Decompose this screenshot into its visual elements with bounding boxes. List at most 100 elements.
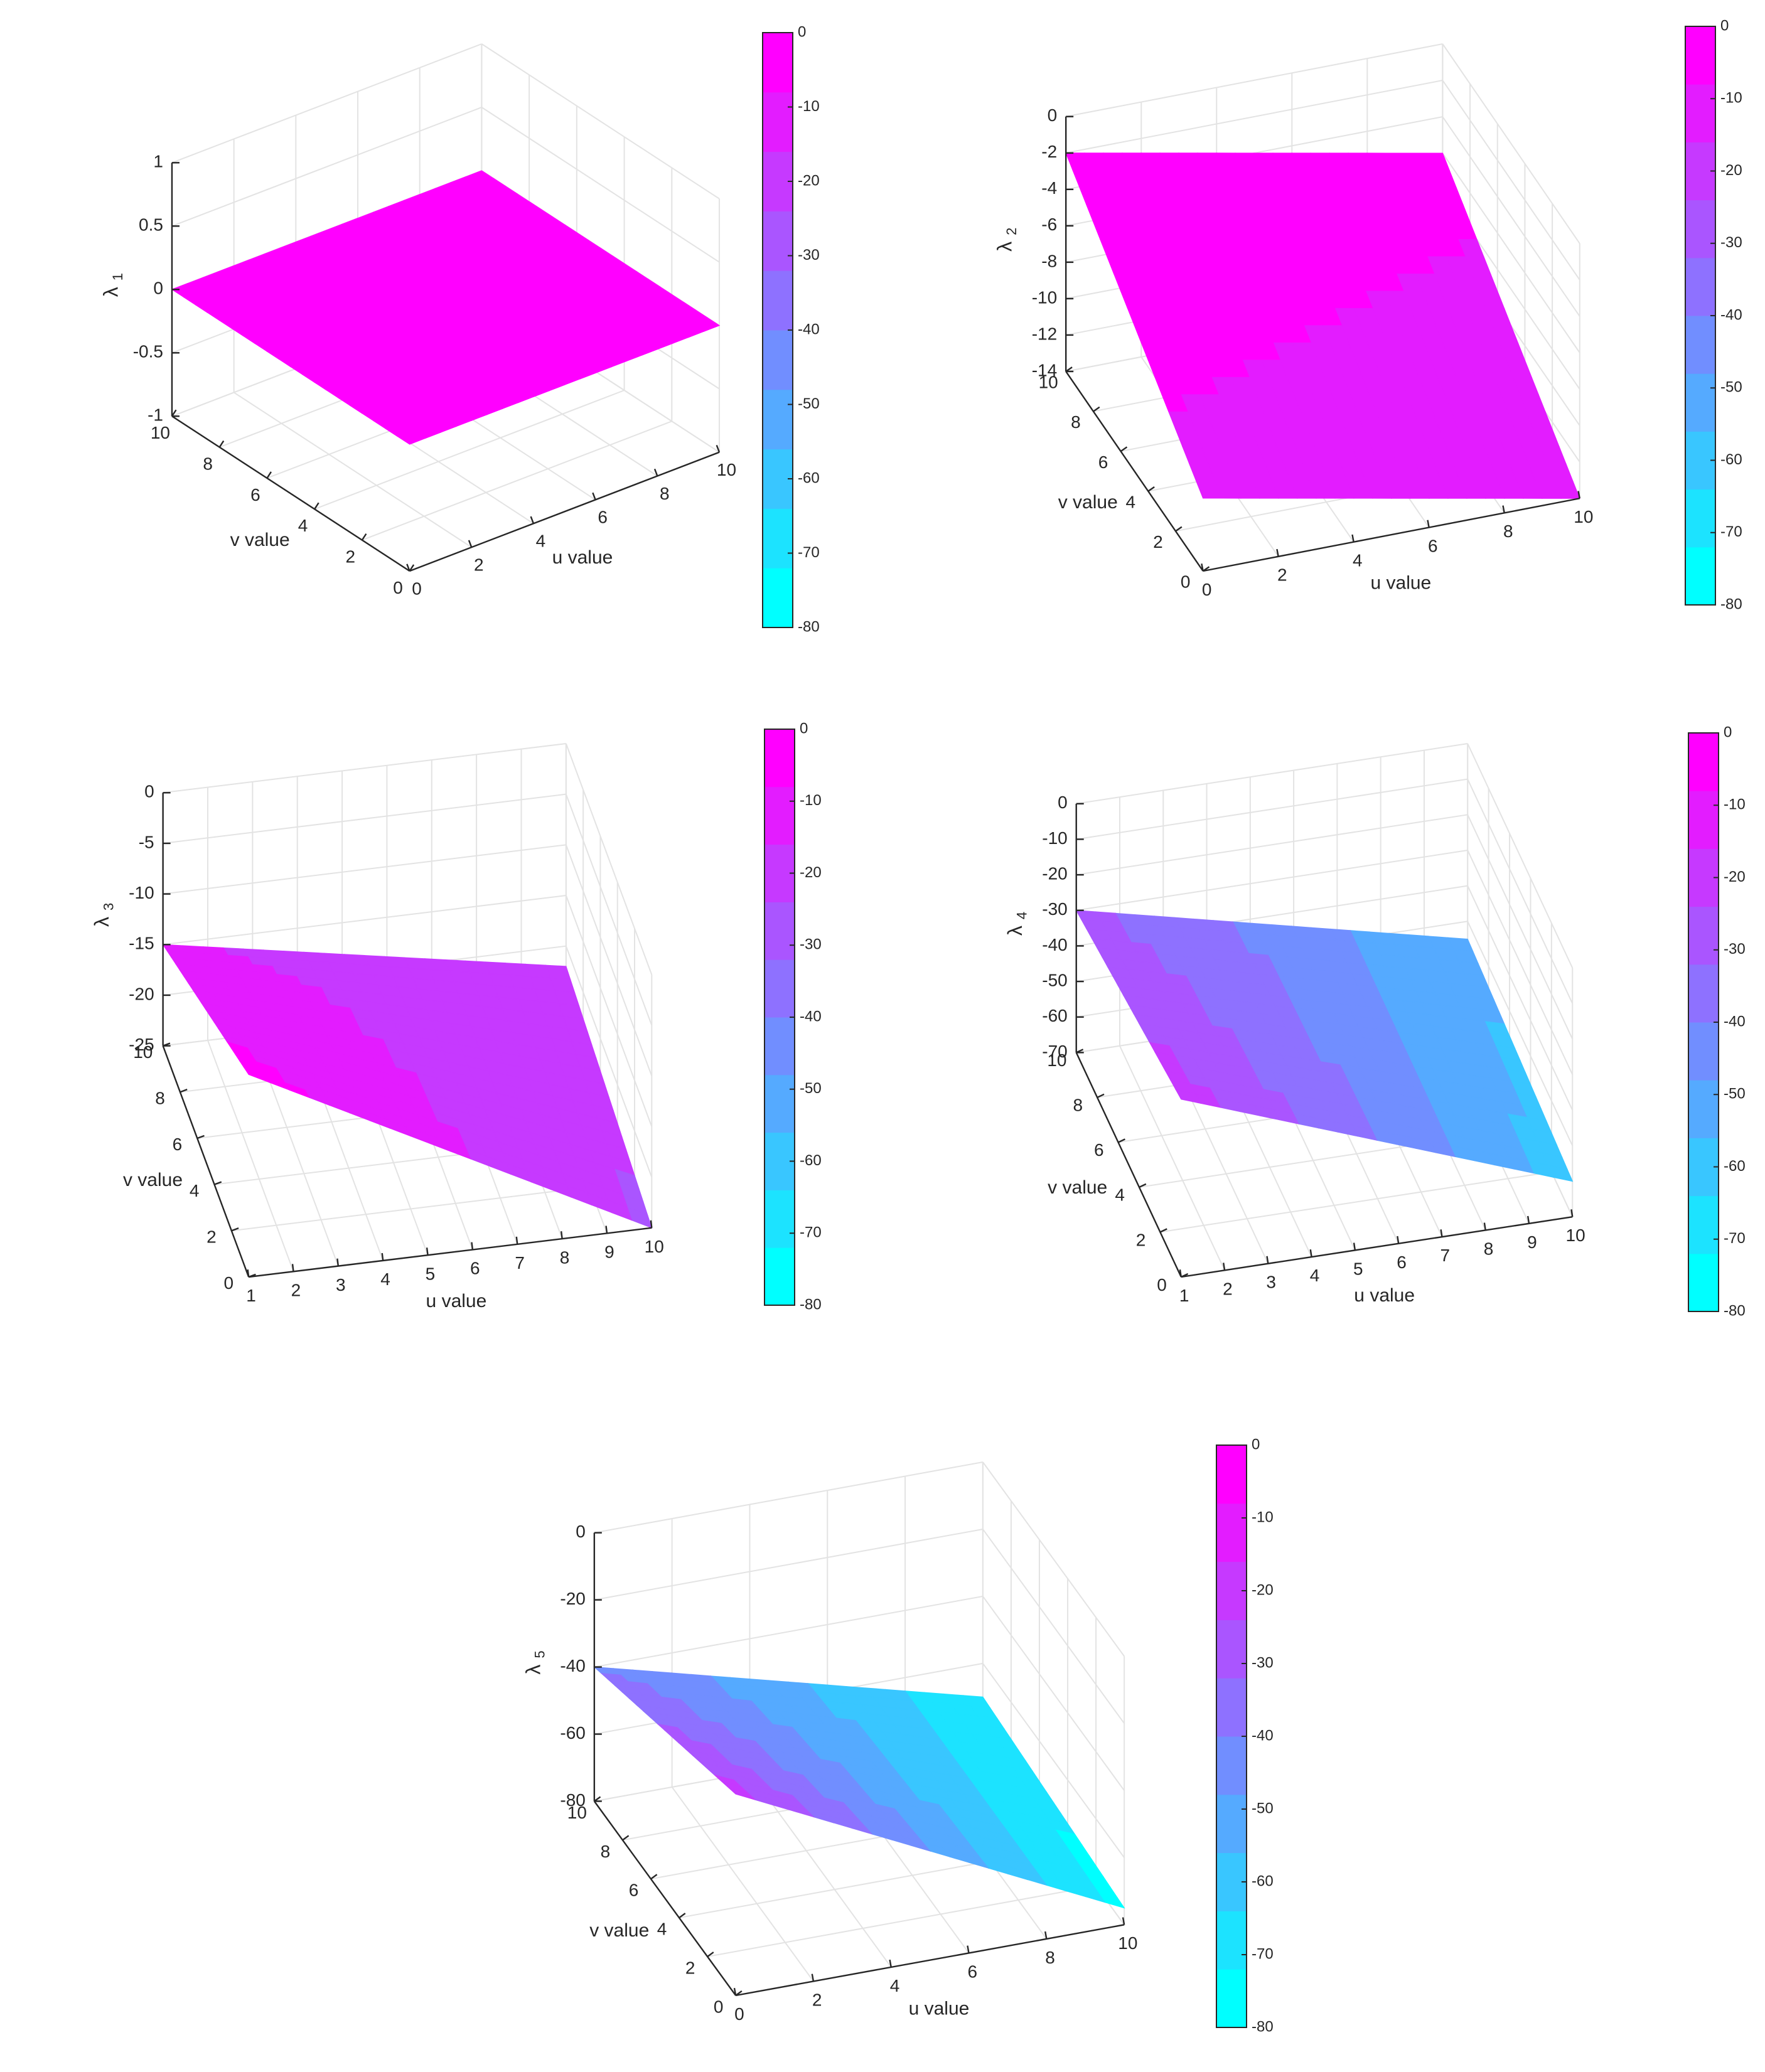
grid-line bbox=[163, 743, 566, 794]
colorbar-band bbox=[1685, 316, 1715, 374]
grid-line bbox=[1467, 814, 1574, 1040]
colorbar-tick-label: -50 bbox=[798, 395, 820, 412]
x-axis-label: u value bbox=[909, 1998, 970, 2019]
x-tick bbox=[592, 492, 596, 500]
grid-line bbox=[594, 1528, 984, 1601]
x-tick bbox=[1427, 520, 1430, 528]
z-tick-label: -0.5 bbox=[133, 342, 163, 361]
x-tick-label: 8 bbox=[1484, 1239, 1494, 1258]
x-tick bbox=[1266, 1256, 1269, 1264]
y-tick bbox=[1097, 1093, 1105, 1098]
z-tick-label: 0 bbox=[144, 782, 154, 801]
colorbar-tick-label: -60 bbox=[800, 1152, 822, 1169]
colorbar-band bbox=[1685, 84, 1715, 142]
x-tick-label: 4 bbox=[380, 1269, 390, 1289]
colorbar-tick-label: -80 bbox=[1252, 2018, 1274, 2035]
z-axis-label: λ3 bbox=[90, 903, 116, 927]
colorbar-band bbox=[763, 33, 793, 93]
colorbar-band bbox=[763, 508, 793, 569]
colorbar-band bbox=[1688, 964, 1719, 1023]
x-tick-label: 4 bbox=[1310, 1266, 1320, 1285]
z-tick-label: -6 bbox=[1041, 215, 1057, 234]
x-tick-label: 2 bbox=[474, 555, 484, 574]
y-tick-label: 10 bbox=[1039, 373, 1058, 392]
colorbar-band bbox=[1216, 1911, 1247, 1970]
colorbar-tick-label: 0 bbox=[800, 720, 808, 737]
x-axis-line bbox=[409, 451, 720, 572]
grid-line bbox=[1467, 779, 1574, 1004]
colorbar-tick-label: -40 bbox=[800, 1008, 822, 1025]
colorbar-band bbox=[1216, 1794, 1247, 1854]
y-axis-line bbox=[171, 415, 410, 572]
colorbar-tick-label: -10 bbox=[798, 98, 820, 115]
axes-p5 bbox=[593, 1532, 1125, 1997]
colorbar-tick-label: -40 bbox=[1720, 306, 1742, 323]
z-tick-label: -40 bbox=[1042, 935, 1067, 954]
y-tick bbox=[214, 1181, 222, 1185]
z-axis-label-main: λ bbox=[99, 287, 122, 297]
axes-p4 bbox=[1075, 803, 1574, 1278]
x-tick bbox=[1502, 505, 1505, 513]
surface-patch bbox=[1195, 480, 1223, 499]
x-tick bbox=[1397, 1236, 1400, 1244]
colorbar-band bbox=[764, 786, 795, 845]
colorbar-tick-label: -20 bbox=[1724, 868, 1746, 885]
colorbar-tick-label: -60 bbox=[1252, 1872, 1274, 1889]
z-tick-label: -20 bbox=[1042, 864, 1067, 884]
colorbar-tick-label: -70 bbox=[1724, 1230, 1746, 1247]
y-tick-label: 6 bbox=[250, 485, 260, 505]
colorbar-band bbox=[1216, 1736, 1247, 1795]
x-axis-label: u value bbox=[552, 547, 613, 568]
x-tick-label: 10 bbox=[717, 460, 736, 479]
x-tick-label: 6 bbox=[470, 1259, 480, 1278]
y-tick-label: 8 bbox=[1071, 412, 1081, 432]
grid-line bbox=[1066, 43, 1443, 117]
colorbar-tick-label: -30 bbox=[800, 936, 822, 953]
y-tick-label: 8 bbox=[155, 1089, 165, 1108]
z-tick-label: -10 bbox=[1042, 828, 1067, 848]
colorbar-band bbox=[1685, 373, 1715, 432]
y-tick-label: 4 bbox=[1115, 1185, 1125, 1205]
x-tick-label: 7 bbox=[515, 1253, 525, 1273]
colorbar-band bbox=[1685, 200, 1715, 259]
y-tick-label: 4 bbox=[298, 516, 308, 535]
z-axis-label: λ1 bbox=[99, 273, 125, 297]
x-tick bbox=[336, 1258, 340, 1266]
grid-line bbox=[1442, 80, 1580, 280]
z-axis-label-main: λ bbox=[1004, 926, 1026, 936]
grid-line bbox=[481, 107, 720, 263]
y-tick bbox=[1120, 446, 1128, 452]
colorbar-band bbox=[1688, 733, 1719, 791]
colorbar-tick-label: -70 bbox=[800, 1224, 822, 1241]
x-tick bbox=[733, 1987, 737, 1996]
grid-line bbox=[1442, 116, 1580, 317]
x-tick-label: 1 bbox=[246, 1286, 256, 1305]
y-tick bbox=[266, 471, 272, 479]
grid-line bbox=[171, 107, 482, 227]
x-tick bbox=[1526, 1215, 1530, 1224]
z-tick-label: -60 bbox=[1042, 1006, 1067, 1025]
y-tick bbox=[218, 440, 225, 448]
colorbar-tick-label: -80 bbox=[798, 618, 820, 635]
colorbar-p4: 0 -10 -20 -30 -40 -50 -60 -70 -80 bbox=[1688, 724, 1746, 1319]
colorbar-band bbox=[763, 568, 793, 628]
colorbar-band bbox=[764, 1017, 795, 1076]
grid-line bbox=[163, 895, 566, 946]
x-tick bbox=[291, 1264, 294, 1272]
x-tick bbox=[247, 1269, 250, 1278]
x-tick-label: 3 bbox=[336, 1275, 346, 1295]
z-tick-label: 0 bbox=[576, 1522, 586, 1541]
x-tick bbox=[605, 1226, 608, 1234]
y-tick-label: 4 bbox=[1125, 492, 1135, 511]
colorbar-tick-label: -30 bbox=[1252, 1654, 1274, 1671]
grid-line bbox=[171, 43, 482, 164]
y-tick-label: 0 bbox=[1157, 1275, 1167, 1295]
y-tick-label: 6 bbox=[629, 1881, 639, 1900]
y-axis-label: v value bbox=[123, 1170, 183, 1190]
y-tick-label: 8 bbox=[601, 1842, 611, 1861]
colorbar-tick-label: -80 bbox=[1724, 1302, 1746, 1319]
colorbar-band bbox=[1685, 26, 1715, 85]
